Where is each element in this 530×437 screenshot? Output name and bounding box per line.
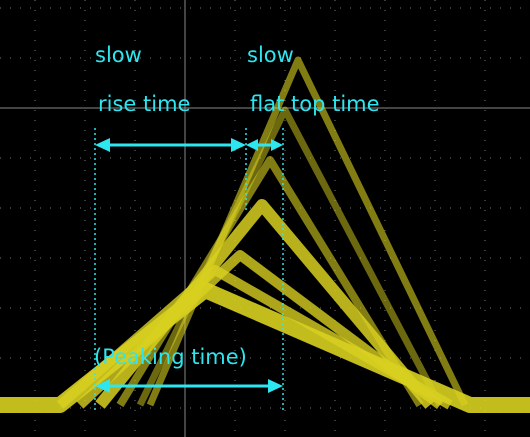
annotation-label: flat top time	[250, 92, 380, 116]
annotation-label: rise time	[98, 92, 190, 116]
oscilloscope-screen: slow rise time slow flat top time (Peaki…	[0, 0, 530, 437]
annotation-label: slow	[95, 43, 142, 67]
annotation-label: slow	[247, 43, 294, 67]
annotation-label: (Peaking time)	[94, 345, 247, 369]
